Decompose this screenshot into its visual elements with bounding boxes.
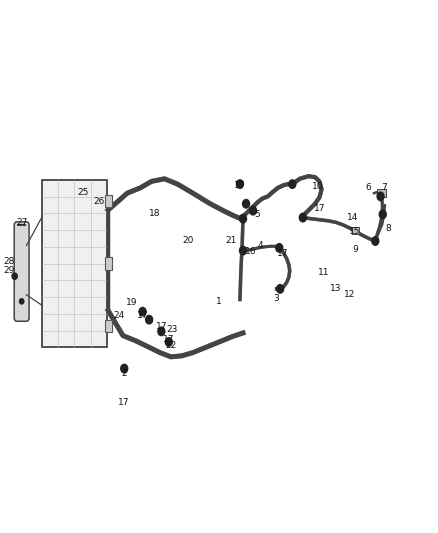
Bar [105, 320, 113, 333]
Bar [105, 257, 113, 270]
Text: 25: 25 [77, 188, 88, 197]
Text: 12: 12 [344, 289, 356, 298]
Circle shape [19, 298, 24, 304]
Text: 19: 19 [126, 298, 138, 307]
Text: 8: 8 [385, 224, 391, 233]
Text: 22: 22 [166, 341, 177, 350]
Text: 6: 6 [365, 183, 371, 192]
Circle shape [240, 246, 247, 255]
Circle shape [289, 180, 296, 188]
Text: 5: 5 [254, 210, 260, 219]
Circle shape [139, 308, 146, 316]
Circle shape [243, 199, 250, 208]
Text: 1: 1 [216, 296, 222, 305]
Text: 4: 4 [258, 241, 263, 250]
Bar [377, 189, 386, 197]
FancyBboxPatch shape [14, 222, 29, 321]
Text: 18: 18 [148, 209, 160, 218]
Text: 11: 11 [318, 269, 329, 277]
Text: 14: 14 [347, 213, 359, 222]
Text: 23: 23 [166, 325, 178, 334]
Bar [352, 227, 359, 233]
Circle shape [146, 316, 152, 324]
Text: 9: 9 [353, 245, 359, 254]
Text: 17: 17 [163, 335, 174, 344]
Text: 17: 17 [118, 398, 130, 407]
Circle shape [240, 214, 247, 223]
Text: 20: 20 [183, 237, 194, 246]
Circle shape [277, 285, 284, 293]
Circle shape [379, 210, 386, 219]
Circle shape [250, 206, 257, 215]
Text: 7: 7 [381, 183, 387, 192]
Circle shape [121, 365, 128, 373]
Text: 27: 27 [16, 219, 27, 228]
Bar [42, 180, 107, 348]
Text: 17: 17 [137, 311, 148, 320]
Circle shape [299, 213, 306, 222]
Text: 15: 15 [349, 228, 360, 237]
Text: 10: 10 [312, 182, 323, 191]
Text: 26: 26 [93, 197, 105, 206]
Text: 17: 17 [234, 181, 245, 190]
Text: 21: 21 [226, 237, 237, 246]
Text: 3: 3 [273, 294, 279, 303]
Bar [105, 195, 113, 207]
Circle shape [237, 180, 244, 188]
Text: 16: 16 [245, 247, 256, 256]
Text: 24: 24 [114, 311, 125, 320]
Text: 29: 29 [4, 266, 15, 274]
Circle shape [158, 327, 165, 336]
Circle shape [377, 192, 384, 200]
Text: 28: 28 [4, 257, 15, 265]
Circle shape [165, 338, 172, 346]
Text: 17: 17 [276, 249, 288, 258]
Circle shape [276, 244, 283, 252]
Circle shape [12, 273, 17, 279]
Circle shape [372, 237, 379, 245]
Text: 13: 13 [330, 284, 342, 293]
Text: 2: 2 [121, 369, 127, 378]
Text: 17: 17 [314, 204, 325, 213]
Text: 17: 17 [155, 321, 167, 330]
